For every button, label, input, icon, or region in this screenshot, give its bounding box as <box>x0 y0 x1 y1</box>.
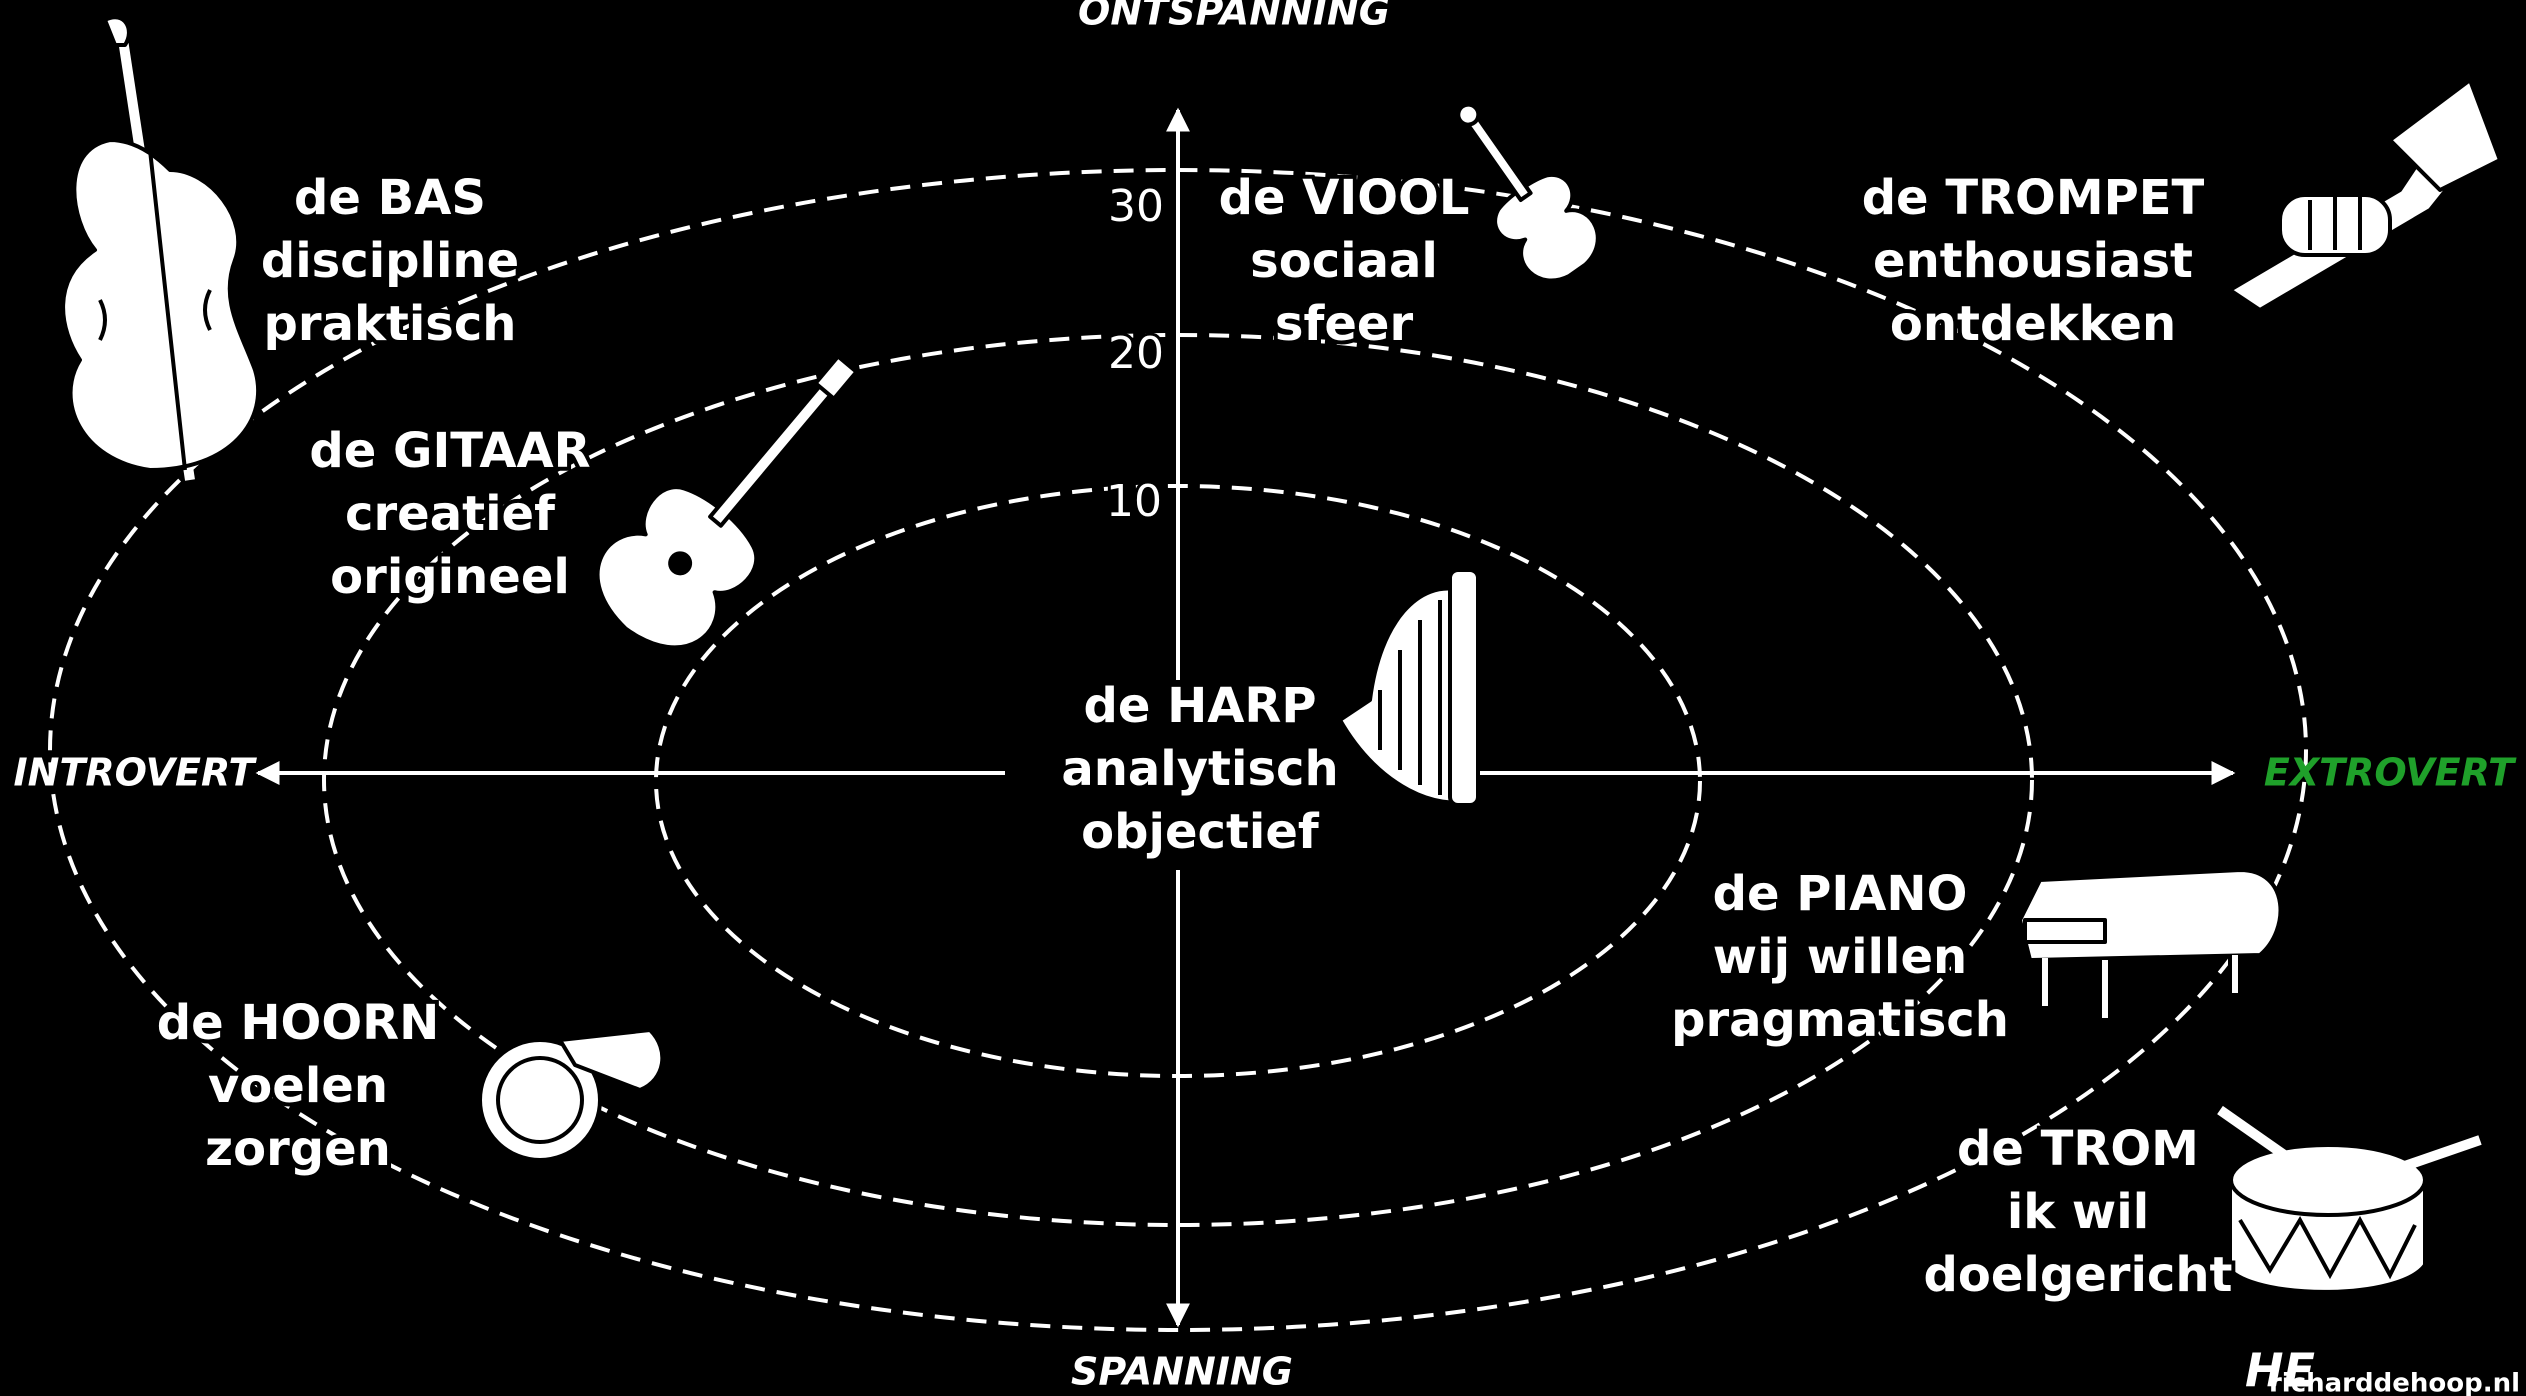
instrument-name: de TROMPET <box>1862 170 2205 226</box>
ring-label: 30 <box>1108 181 1164 232</box>
logo-site: richarddehoop.nl <box>2269 1369 2520 1396</box>
axis-label-top: ONTSPANNING <box>1078 0 1390 34</box>
instrument-name: de PIANO <box>1713 866 1968 922</box>
instrument-trait: creatief <box>345 486 556 542</box>
instrument-trait: ik wil <box>2007 1184 2149 1240</box>
instrument-trait: enthousiast <box>1873 233 2193 289</box>
ring-label: 20 <box>1108 328 1164 379</box>
instrument-name: de GITAAR <box>309 423 590 479</box>
instrument-trait: sociaal <box>1250 233 1438 289</box>
instrument-trait: analytisch <box>1061 741 1338 797</box>
instrument-trait: zorgen <box>205 1121 391 1177</box>
instrument-trait: pragmatisch <box>1671 992 2009 1048</box>
instrument-name: de BAS <box>294 170 486 226</box>
instrument-name: de VIOOL <box>1219 170 1470 226</box>
instrument-trait: doelgericht <box>1924 1247 2233 1303</box>
axis-label-bottom: SPANNING <box>1071 1350 1293 1394</box>
axis-label-left: INTROVERT <box>14 751 258 795</box>
instrument-trait: sfeer <box>1275 296 1414 352</box>
ring-label: 10 <box>1106 476 1162 527</box>
instrument-trait: praktisch <box>264 296 517 352</box>
diagram: ONTSPANNING SPANNING INTROVERT EXTROVERT… <box>0 0 2526 1396</box>
instrument-trait: wij willen <box>1713 929 1967 985</box>
instrument-name: de HARP <box>1083 678 1316 734</box>
instrument-trait: ontdekken <box>1890 296 2176 352</box>
instrument-trait: objectief <box>1081 804 1320 860</box>
instrument-trait: voelen <box>208 1058 388 1114</box>
instrument-trait: discipline <box>261 233 519 289</box>
instrument-trait: origineel <box>330 549 570 605</box>
axis-label-right: EXTROVERT <box>2264 751 2517 795</box>
instrument-name: de TROM <box>1957 1121 2199 1177</box>
instrument-name: de HOORN <box>157 995 440 1051</box>
